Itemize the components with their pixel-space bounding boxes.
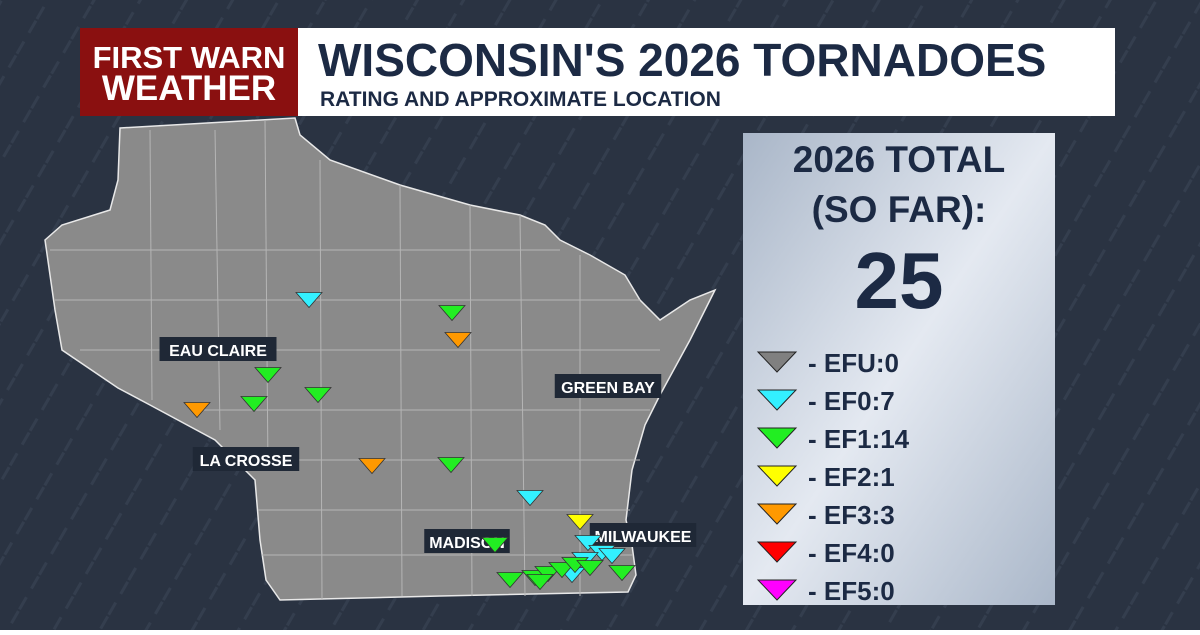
subtitle: RATING AND APPROXIMATE LOCATION [320,88,721,111]
city-label-box [192,447,300,471]
city-label-box [159,337,277,361]
legend-symbol [756,351,798,373]
tornado-marker [240,396,268,413]
title: WISCONSIN'S 2026 TORNADOES [318,34,1046,86]
tornado-marker [516,490,544,507]
legend-label: - EF3:3 [808,500,895,530]
city-label: EAU CLAIRE [169,343,267,360]
tornado-marker [438,305,466,322]
total-label: 2026 TOTAL [793,139,1005,180]
tornado-marker [534,566,562,583]
tornado-marker [295,292,323,309]
tornado-marker [358,458,386,475]
city-label: MILWAUKEE [595,529,692,546]
total-label: (SO FAR): [812,189,987,230]
legend-symbol [756,465,798,487]
total-box [743,133,1055,605]
tornado-marker [608,565,636,582]
tornado-marker [183,402,211,419]
city-label-box [554,374,662,398]
tornado-marker [444,332,472,349]
legend-label: - EFU:0 [808,348,899,378]
logo-box [80,28,298,116]
total-value: 25 [855,236,944,325]
tornado-marker [481,537,509,554]
tornado-marker [526,574,554,591]
tornado-marker [548,562,576,579]
state-map [44,117,717,601]
city-label: LA CROSSE [200,453,293,470]
tornado-marker [496,572,524,589]
legend-label: - EF5:0 [808,576,895,606]
tornado-marker [254,367,282,384]
logo: WEATHER [102,69,276,108]
legend-label: - EF2:1 [808,462,895,492]
city-label-box [589,523,697,547]
legend-symbol [756,579,798,601]
logo: FIRST WARN [93,40,286,75]
legend-label: - EF1:14 [808,424,910,454]
legend-symbol [756,427,798,449]
legend-symbol [756,389,798,411]
legend-label: - EF0:7 [808,386,895,416]
city-label: GREEN BAY [561,380,655,397]
tornado-marker [576,560,604,577]
legend-symbol [756,541,798,563]
legend-label: - EF4:0 [808,538,895,568]
tornado-marker [566,514,594,531]
legend-symbol [756,503,798,525]
tornado-marker [304,387,332,404]
tornado-marker [574,535,602,552]
tornado-marker [598,548,626,565]
tornado-marker [437,457,465,474]
